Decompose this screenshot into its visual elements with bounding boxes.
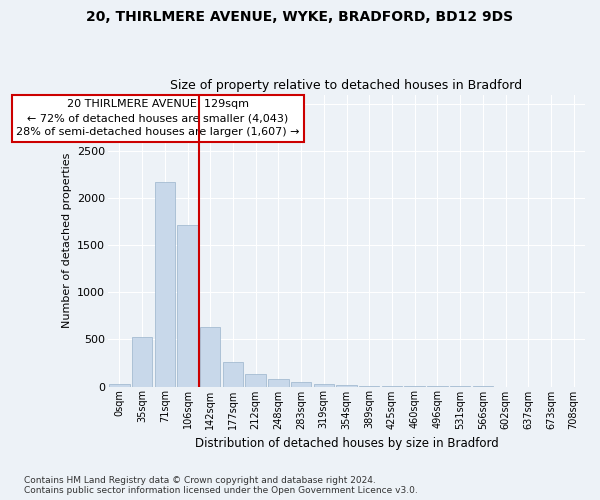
Bar — [132, 336, 152, 386]
Text: Contains HM Land Registry data © Crown copyright and database right 2024.
Contai: Contains HM Land Registry data © Crown c… — [24, 476, 418, 495]
Bar — [314, 384, 334, 386]
Bar — [109, 384, 130, 386]
Text: 20, THIRLMERE AVENUE, WYKE, BRADFORD, BD12 9DS: 20, THIRLMERE AVENUE, WYKE, BRADFORD, BD… — [86, 10, 514, 24]
Bar — [291, 382, 311, 386]
Bar — [245, 374, 266, 386]
Text: 20 THIRLMERE AVENUE: 129sqm
← 72% of detached houses are smaller (4,043)
28% of : 20 THIRLMERE AVENUE: 129sqm ← 72% of det… — [16, 100, 300, 138]
Bar — [268, 378, 289, 386]
Y-axis label: Number of detached properties: Number of detached properties — [62, 153, 71, 328]
Bar — [178, 224, 198, 386]
Bar — [155, 182, 175, 386]
Bar — [200, 327, 220, 386]
Title: Size of property relative to detached houses in Bradford: Size of property relative to detached ho… — [170, 79, 523, 92]
X-axis label: Distribution of detached houses by size in Bradford: Distribution of detached houses by size … — [194, 437, 499, 450]
Bar — [223, 362, 243, 386]
